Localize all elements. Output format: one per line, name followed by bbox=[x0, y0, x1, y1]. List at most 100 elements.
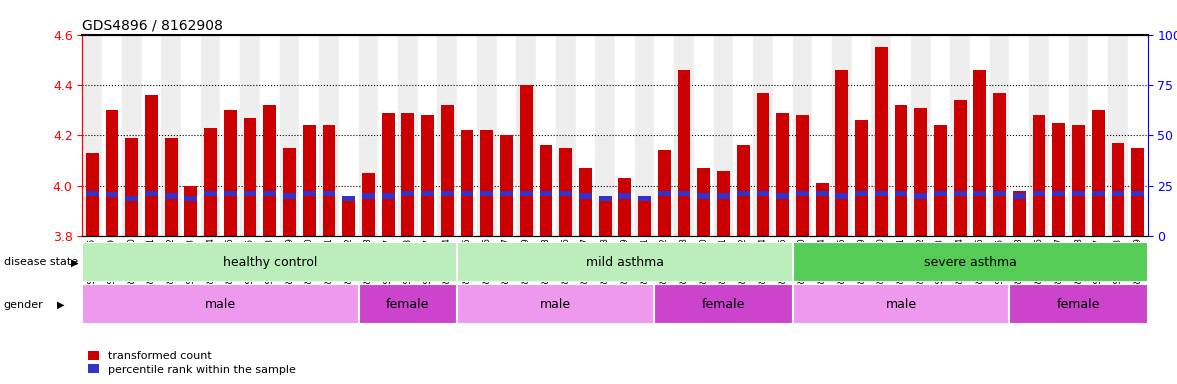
Bar bbox=[614, 35, 634, 236]
Text: gender: gender bbox=[4, 300, 44, 310]
Bar bbox=[576, 35, 596, 236]
Bar bbox=[185, 186, 198, 236]
Bar bbox=[438, 35, 457, 236]
Bar bbox=[480, 190, 493, 196]
Bar bbox=[836, 193, 849, 199]
Bar bbox=[106, 192, 119, 197]
Bar bbox=[852, 35, 871, 236]
Bar bbox=[401, 113, 414, 236]
Bar bbox=[713, 35, 733, 236]
Bar bbox=[737, 190, 750, 196]
Bar bbox=[891, 35, 911, 236]
Bar bbox=[500, 136, 513, 236]
Bar bbox=[201, 35, 220, 236]
Bar bbox=[441, 105, 453, 236]
Bar bbox=[539, 190, 552, 196]
Bar bbox=[302, 125, 315, 236]
Bar bbox=[895, 190, 907, 196]
Bar bbox=[264, 105, 277, 236]
Bar bbox=[678, 190, 691, 196]
Bar bbox=[973, 190, 986, 196]
Bar bbox=[359, 284, 457, 324]
Bar bbox=[363, 173, 374, 236]
Bar bbox=[796, 190, 809, 196]
Bar bbox=[1072, 190, 1085, 196]
Bar bbox=[697, 193, 710, 199]
Bar bbox=[599, 195, 612, 201]
Bar bbox=[1108, 35, 1128, 236]
Bar bbox=[596, 35, 614, 236]
Bar bbox=[1069, 35, 1089, 236]
Bar bbox=[895, 105, 907, 236]
Bar bbox=[1092, 190, 1105, 196]
Bar bbox=[145, 95, 158, 236]
Bar bbox=[915, 193, 927, 199]
Bar bbox=[82, 35, 102, 236]
Bar bbox=[536, 35, 556, 236]
Bar bbox=[654, 284, 792, 324]
Bar bbox=[757, 93, 770, 236]
Bar bbox=[82, 284, 359, 324]
Bar bbox=[145, 190, 158, 196]
Bar bbox=[1052, 123, 1065, 236]
Bar bbox=[792, 242, 1148, 282]
Bar bbox=[520, 190, 533, 196]
Bar bbox=[1010, 35, 1029, 236]
Bar bbox=[816, 183, 829, 236]
Bar bbox=[638, 195, 651, 201]
Bar bbox=[618, 193, 631, 199]
Bar bbox=[204, 190, 217, 196]
Bar bbox=[302, 190, 315, 196]
Bar bbox=[1010, 284, 1148, 324]
Text: ▶: ▶ bbox=[56, 300, 64, 310]
Bar bbox=[658, 190, 671, 196]
Bar bbox=[1089, 35, 1108, 236]
Bar bbox=[520, 85, 533, 236]
Bar bbox=[280, 35, 299, 236]
Bar bbox=[363, 193, 374, 199]
Bar bbox=[875, 190, 887, 196]
Bar bbox=[777, 113, 789, 236]
Bar bbox=[796, 115, 809, 236]
Bar bbox=[757, 190, 770, 196]
Bar bbox=[220, 35, 240, 236]
Bar bbox=[717, 193, 730, 199]
Bar bbox=[599, 199, 612, 236]
Bar bbox=[460, 130, 473, 236]
Bar bbox=[457, 284, 654, 324]
Bar bbox=[539, 146, 552, 236]
Bar bbox=[82, 242, 457, 282]
Bar bbox=[812, 35, 832, 236]
Bar bbox=[102, 35, 122, 236]
Bar bbox=[953, 190, 966, 196]
Bar bbox=[299, 35, 319, 236]
Bar bbox=[638, 196, 651, 236]
Bar bbox=[973, 70, 986, 236]
Bar bbox=[1029, 35, 1049, 236]
Text: female: female bbox=[386, 298, 430, 311]
Bar bbox=[125, 138, 138, 236]
Bar bbox=[165, 138, 178, 236]
Text: male: male bbox=[885, 298, 917, 311]
Text: mild asthma: mild asthma bbox=[586, 256, 664, 268]
Bar bbox=[816, 190, 829, 196]
Bar bbox=[777, 193, 789, 199]
Bar bbox=[1052, 190, 1065, 196]
Text: severe asthma: severe asthma bbox=[924, 256, 1017, 268]
Bar bbox=[753, 35, 773, 236]
Bar bbox=[457, 35, 477, 236]
Bar bbox=[204, 128, 217, 236]
Bar bbox=[935, 190, 946, 196]
Bar bbox=[224, 190, 237, 196]
Bar bbox=[421, 115, 434, 236]
Bar bbox=[931, 35, 950, 236]
Bar bbox=[141, 35, 161, 236]
Bar bbox=[579, 168, 592, 236]
Bar bbox=[871, 35, 891, 236]
Bar bbox=[381, 193, 394, 199]
Bar bbox=[264, 190, 277, 196]
Bar bbox=[915, 108, 927, 236]
Bar bbox=[457, 242, 792, 282]
Bar bbox=[86, 190, 99, 196]
Bar bbox=[634, 35, 654, 236]
